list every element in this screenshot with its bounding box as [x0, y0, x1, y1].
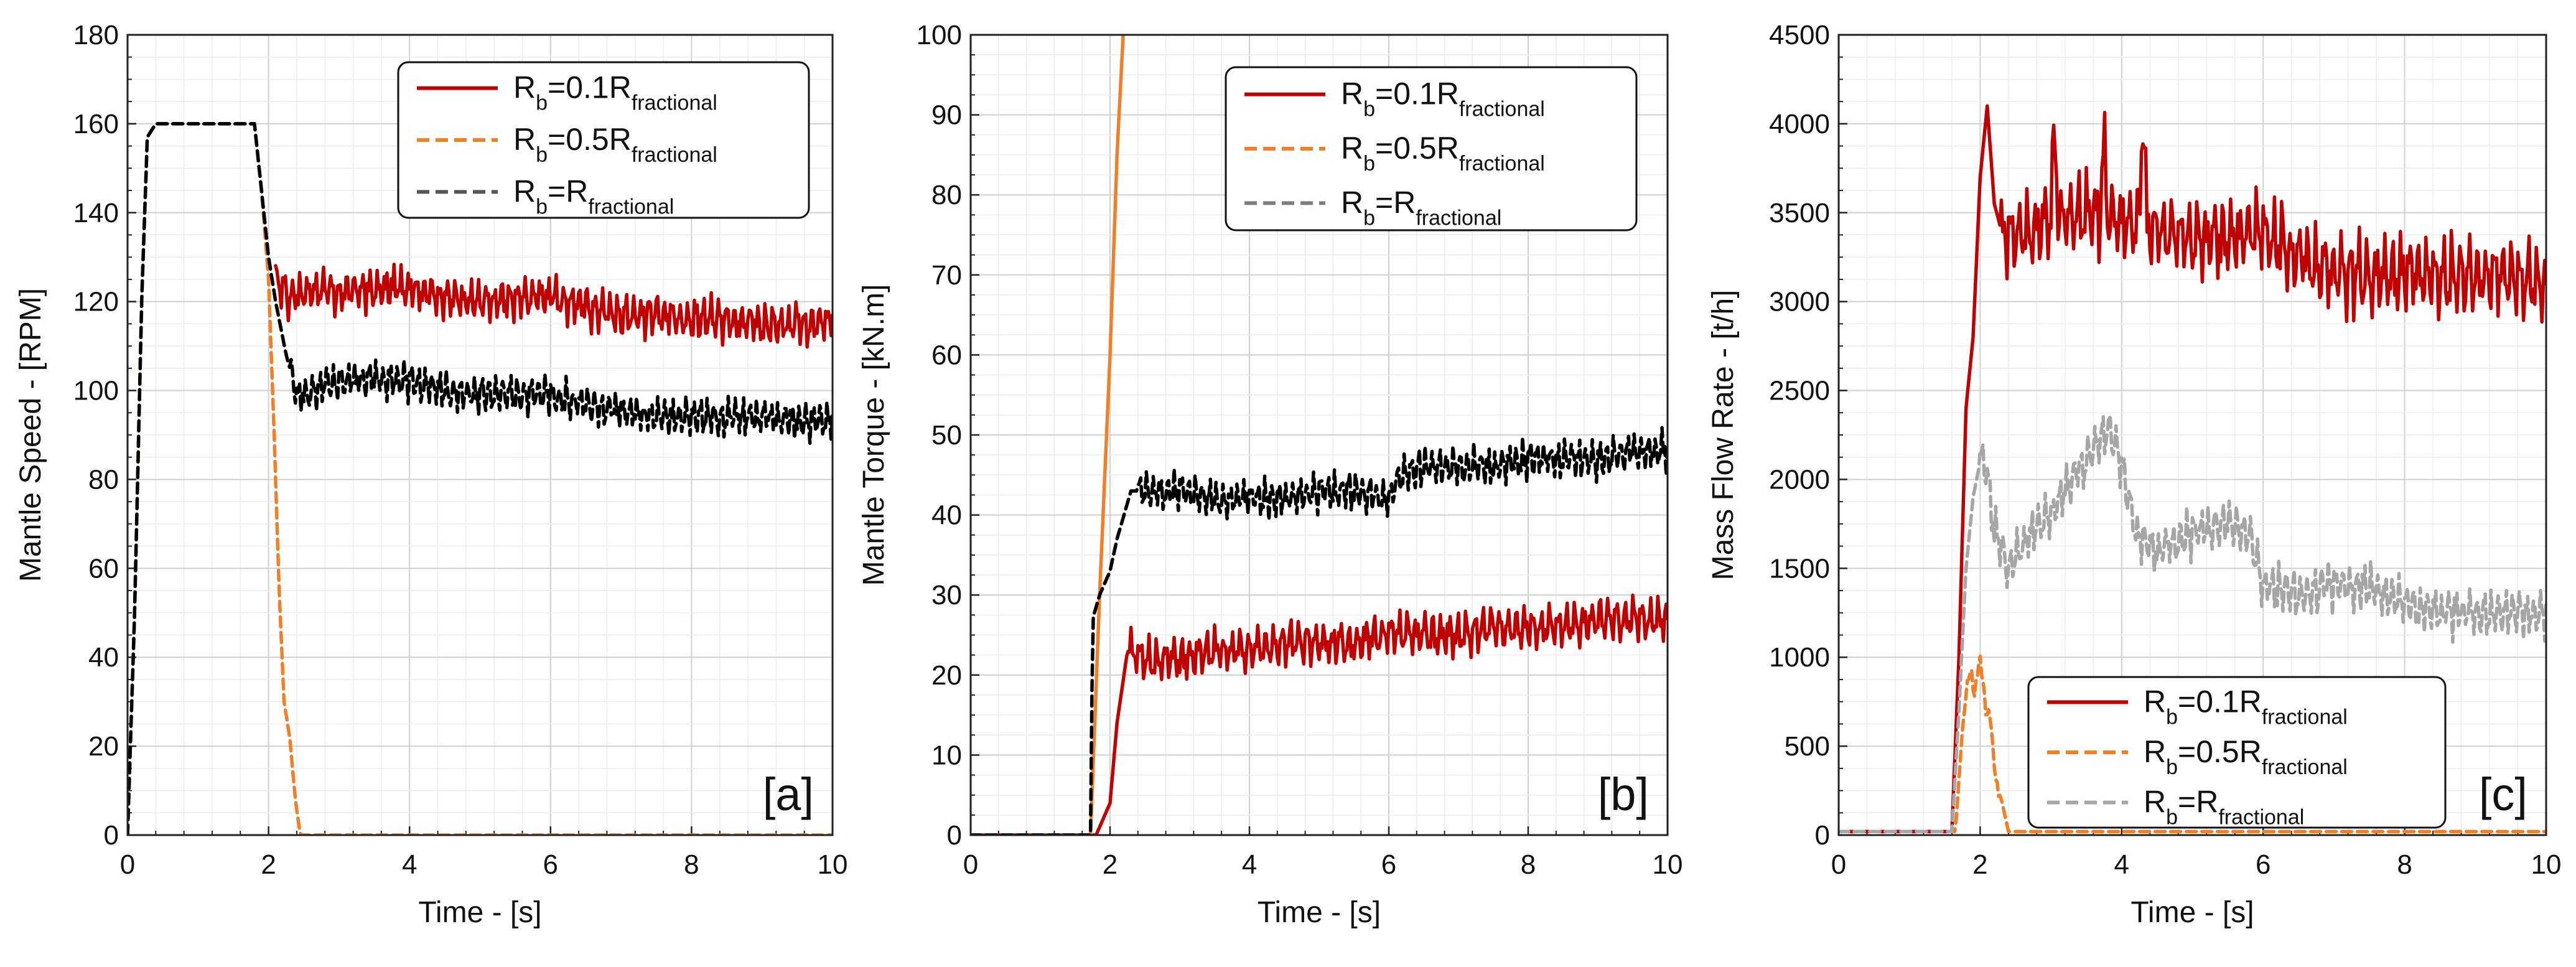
x-tick-label: 10 [1653, 849, 1683, 880]
y-tick-label: 120 [73, 287, 119, 317]
x-tick-label: 8 [684, 849, 699, 880]
y-tick-label: 20 [88, 731, 119, 762]
legend-box [2027, 676, 2447, 829]
x-tick-label: 0 [963, 849, 978, 880]
x-tick-label: 0 [1831, 849, 1846, 880]
x-tick-label: 4 [2114, 849, 2129, 880]
y-tick-label: 2000 [1769, 464, 1830, 495]
x-tick-label: 4 [402, 849, 417, 880]
legend-box [1225, 66, 1638, 231]
y-tick-label: 1000 [1769, 642, 1830, 673]
plot-frame [1837, 34, 2547, 836]
legend-label: Rb=Rfractional [513, 174, 674, 218]
y-tick-label: 80 [88, 464, 119, 495]
x-tick-label: 10 [2531, 849, 2562, 880]
y-tick-label: 30 [931, 580, 962, 610]
legend-label: Rb=0.1Rfractional [513, 70, 717, 115]
series-group [971, 35, 1668, 835]
series-line-rb-0-1rfractional [971, 593, 1668, 835]
y-axis-label: Mantle Torque - [kN.m] [857, 284, 890, 586]
y-tick-label: 40 [88, 642, 119, 673]
y-tick-label: 60 [88, 553, 119, 584]
legend-label: Rb=0.5Rfractional [513, 122, 717, 167]
y-tick-label: 60 [931, 340, 962, 370]
x-tick-label: 2 [261, 849, 276, 880]
x-tick-label: 10 [818, 849, 848, 880]
legend-label: Rb=0.5Rfractional [1341, 131, 1545, 175]
y-tick-label: 100 [73, 376, 119, 406]
y-tick-label: 80 [931, 180, 962, 210]
series-line-rb-rfractional [128, 122, 833, 835]
y-tick-label: 3000 [1769, 287, 1830, 317]
panel-label: [a] [763, 768, 814, 820]
legend: Rb=0.1Rfractional Rb=0.5Rfractional Rb=Rfr… [1225, 66, 1638, 231]
y-axis-label: Mantle Speed - [RPM] [14, 288, 47, 582]
y-tick-label: 4000 [1769, 109, 1830, 139]
y-tick-label: 160 [73, 109, 119, 139]
y-tick-label: 50 [931, 420, 962, 451]
series-line-rb-0-5rfractional [1088, 35, 1125, 835]
plot-frame [126, 34, 834, 836]
x-axis-label: Time - [s] [1258, 896, 1381, 929]
legend-label: Rb=Rfractional [2144, 785, 2304, 829]
y-tick-label: 90 [931, 100, 962, 131]
x-tick-label: 6 [543, 849, 558, 880]
y-tick-label: 10 [931, 740, 962, 770]
series-group [128, 122, 833, 835]
legend-label: Rb=Rfractional [1341, 185, 1501, 230]
x-tick-label: 2 [1972, 849, 1987, 880]
series-line-rb-0-5rfractional [1839, 654, 2546, 834]
x-tick-label: 8 [2397, 849, 2412, 880]
series-group [1839, 104, 2546, 834]
y-tick-label: 0 [947, 820, 962, 851]
y-tick-label: 180 [73, 20, 119, 50]
y-tick-label: 500 [1785, 731, 1830, 762]
legend-label: Rb=0.5Rfractional [2144, 734, 2348, 779]
series-line-rb-rfractional [1839, 414, 2546, 834]
panel-label: [c] [2479, 768, 2527, 820]
legend: Rb=0.1Rfractional Rb=0.5Rfractional Rb=Rfr… [2027, 676, 2447, 829]
y-tick-label: 40 [931, 500, 962, 531]
x-tick-label: 6 [2256, 849, 2270, 880]
x-tick-label: 2 [1103, 849, 1118, 880]
series-line-rb-0-1rfractional [1839, 104, 2546, 834]
y-axis-label: Mass Flow Rate - [t/h] [1707, 290, 1740, 581]
y-tick-label: 20 [931, 660, 962, 691]
y-tick-label: 4500 [1769, 20, 1830, 50]
y-tick-label: 70 [931, 260, 962, 291]
legend-box [397, 61, 810, 219]
y-tick-label: 0 [104, 820, 119, 851]
chart-panel-c: 0 2 4 6 8 10 0 500 1000 1500 2000 2500 3000 3500 4000 4… [1707, 20, 2561, 929]
legend-label: Rb=0.1Rfractional [2144, 684, 2348, 729]
y-tick-label: 1500 [1769, 553, 1830, 584]
legend: Rb=0.1Rfractional Rb=0.5Rfractional Rb=Rfr… [397, 61, 810, 219]
y-tick-label: 140 [73, 198, 119, 228]
series-line-rb-0-1rfractional [274, 263, 833, 349]
x-axis-label: Time - [s] [2130, 896, 2254, 929]
legend-label: Rb=0.1Rfractional [1341, 77, 1545, 121]
series-line-rb-rfractional [971, 426, 1668, 835]
x-tick-label: 8 [1521, 849, 1536, 880]
plot-frame [969, 34, 1669, 836]
panel-label: [b] [1598, 768, 1649, 820]
x-axis-label: Time - [s] [418, 896, 541, 929]
x-tick-label: 4 [1242, 849, 1257, 880]
y-tick-label: 2500 [1769, 376, 1830, 406]
y-tick-label: 0 [1815, 820, 1830, 851]
x-tick-label: 0 [120, 849, 135, 880]
x-tick-label: 6 [1381, 849, 1396, 880]
grid [127, 34, 833, 836]
y-tick-label: 100 [917, 20, 962, 50]
y-tick-label: 3500 [1769, 198, 1830, 228]
